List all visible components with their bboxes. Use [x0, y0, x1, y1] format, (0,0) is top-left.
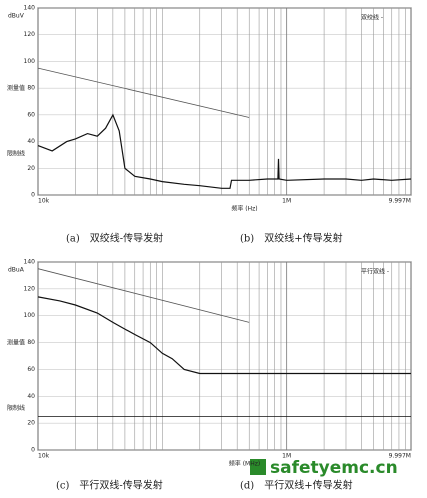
x-axis-title: 频率 (MHz)	[229, 460, 260, 468]
y-tick-label: 100	[24, 312, 36, 319]
x-tick-label: 9.997M	[389, 453, 411, 460]
y-tick-label: 120	[24, 31, 36, 38]
y-tick-label: 80	[27, 85, 35, 92]
side-label: 限制线	[7, 149, 25, 157]
series-line	[37, 268, 250, 323]
y-tick-label: 0	[31, 447, 35, 454]
x-tick-label: 1M	[282, 198, 291, 205]
series-line	[37, 113, 412, 189]
y-tick-label: 40	[27, 138, 35, 145]
y-tick-label: 140	[24, 259, 36, 266]
y-tick-label: 60	[27, 366, 35, 373]
side-label: 限制线	[7, 404, 25, 412]
side-label: 测量值	[7, 84, 25, 92]
caption: (a) 双绞线-传导发射	[66, 232, 163, 245]
y-tick-label: 100	[24, 58, 36, 65]
x-tick-label: 9.997M	[389, 198, 411, 205]
legend-label: 平行双线 -	[361, 268, 389, 276]
y-tick-label: 20	[27, 165, 35, 172]
y-unit: dBuA	[8, 267, 25, 274]
plot-area	[37, 7, 412, 196]
series-line	[37, 67, 250, 118]
legend-label: 双绞线 -	[361, 14, 383, 22]
y-tick-label: 0	[31, 192, 35, 199]
x-tick-label: 1M	[282, 453, 291, 460]
y-tick-label: 20	[27, 420, 35, 427]
y-tick-label: 40	[27, 393, 35, 400]
series-line	[37, 296, 411, 375]
watermark-icon	[250, 459, 266, 475]
y-tick-label: 80	[27, 339, 35, 346]
caption: (d) 平行双线+传导发射	[240, 479, 353, 492]
y-tick-label: 140	[24, 5, 36, 12]
x-tick-label: 10k	[38, 198, 50, 205]
x-tick-label: 10k	[38, 453, 50, 460]
plot-area	[37, 261, 412, 451]
y-unit: dBuV	[8, 13, 25, 20]
caption: (b) 双绞线+传导发射	[240, 232, 343, 245]
y-tick-label: 120	[24, 285, 36, 292]
caption: (c) 平行双线-传导发射	[56, 479, 163, 492]
watermark: safetyemc.cn	[270, 458, 398, 478]
x-axis-title: 频率 (Hz)	[231, 205, 257, 213]
y-tick-label: 60	[27, 111, 35, 118]
side-label: 测量值	[7, 338, 25, 346]
